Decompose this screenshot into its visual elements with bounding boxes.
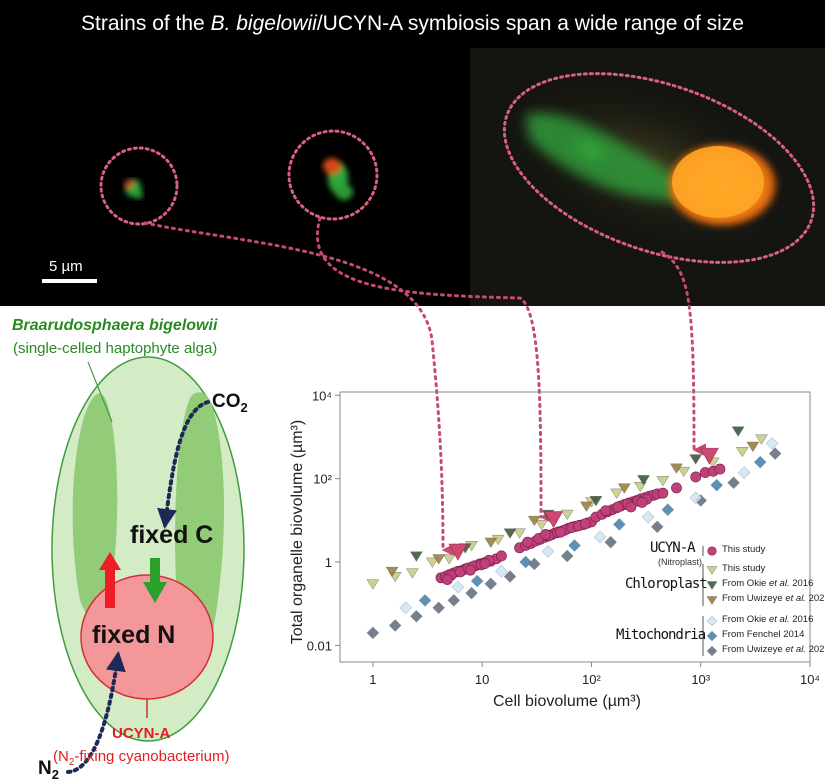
selection-ellipse-large (502, 72, 816, 264)
symbiont-name: UCYN-A (112, 725, 171, 742)
host-species-name: Braarudosphaera bigelowii (12, 317, 218, 334)
n2-label: N2 (38, 758, 59, 782)
legend-chloroplast-title: Chloroplast (625, 576, 708, 592)
scale-bar-label: 5 µm (49, 258, 83, 275)
legend-entry-label: From Okie et al. 2016 (722, 578, 814, 589)
legend-entry-label: From Uwizeye et al. 2021 (722, 593, 825, 604)
connector-arrow-medium (316, 216, 554, 524)
symbiont-description: (N2-fixing cyanobacterium) (53, 748, 230, 768)
cell-diagram (51, 356, 245, 774)
legend-entry-label: From Okie et al. 2016 (722, 614, 814, 625)
figure-title: Strains of the B. bigelowii/UCYN-A symbi… (81, 12, 744, 35)
legend-entry-label: From Fenchel 2014 (722, 629, 805, 640)
x-axis-label: Cell biovolume (µm³) (493, 693, 641, 710)
green-down-arrow (143, 558, 167, 603)
fixed-c-label: fixed C (130, 521, 214, 549)
legend-entry-label: This study (722, 563, 766, 574)
y-axis-label: Total organelle biovolume (µm³) (289, 419, 306, 645)
selection-circle-small (99, 146, 179, 226)
co2-arrow (157, 400, 210, 529)
legend-entry-label: From Uwizeye et al. 2021 (722, 644, 825, 655)
fixed-n-label: fixed N (92, 621, 176, 649)
microscopy-panel: Strains of the B. bigelowii/UCYN-A symbi… (0, 0, 825, 306)
legend-entry-label: This study (722, 544, 766, 555)
co2-label: CO2 (212, 391, 248, 415)
host-description: (single-celled haptophyte alga) (13, 340, 218, 357)
scale-bar (42, 279, 97, 283)
n2-arrow (66, 651, 126, 774)
legend-ucyn-subtitle: (Nitroplast) (658, 557, 703, 567)
micrograph-image (42, 48, 825, 306)
legend-ucyn-title: UCYN-A (650, 540, 696, 556)
red-up-arrow (99, 552, 121, 608)
legend-mitochondria-title: Mitochondria (616, 627, 706, 643)
host-label-pointer (87, 361, 113, 423)
small-cell (124, 179, 143, 199)
large-cell (525, 113, 780, 229)
medium-cell (323, 158, 353, 200)
connector-arrow-large (660, 250, 707, 457)
selection-circle-medium (287, 129, 379, 221)
